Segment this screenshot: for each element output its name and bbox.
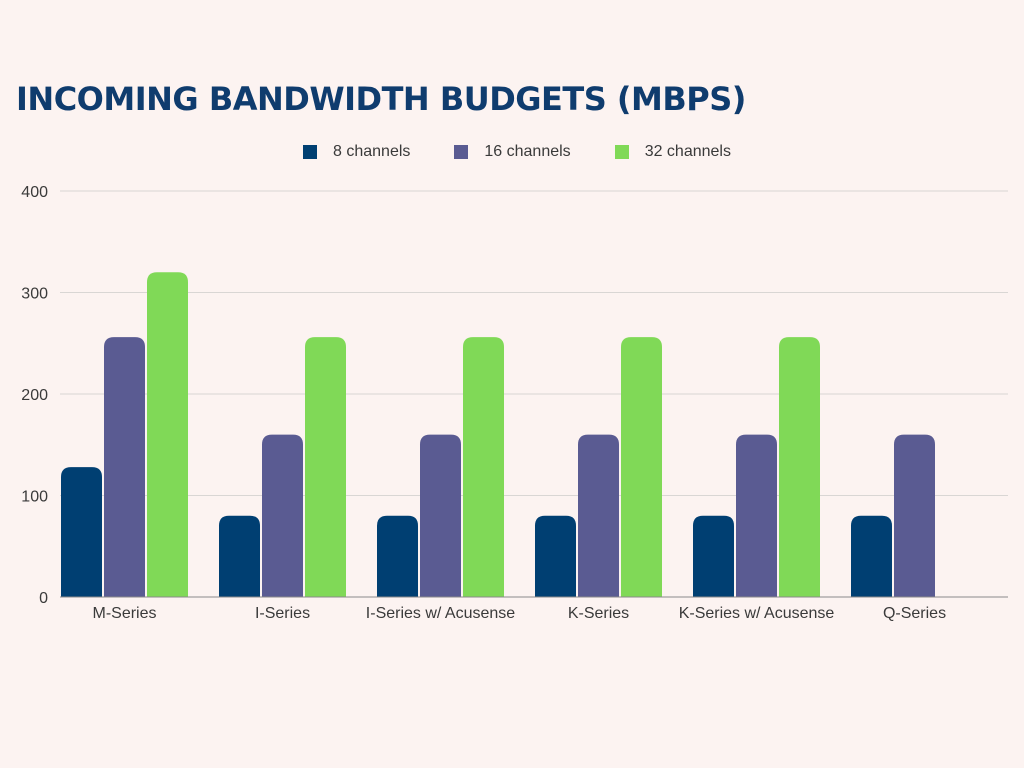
legend-swatch-32-channels: [614, 145, 629, 159]
legend-label-32-channels: 32 channels: [644, 143, 731, 160]
bar-k-series-w-acusense-8-channels: [693, 515, 734, 597]
legend-swatch-16-channels: [454, 145, 469, 159]
bar-i-series-w-acusense-8-channels: [377, 515, 418, 597]
bar-m-series-32-channels: [147, 272, 188, 597]
legend-item-8-channels: 8 channels: [303, 143, 410, 161]
bar-i-series-w-acusense-32-channels: [463, 337, 504, 597]
bar-m-series-16-channels: [104, 337, 145, 597]
x-tick-label-q-series: Q-Series: [883, 605, 946, 622]
bar-i-series-w-acusense-16-channels: [420, 434, 461, 597]
y-tick-label-400: 400: [21, 184, 48, 201]
y-tick-label-0: 0: [39, 590, 48, 607]
x-tick-label-m-series: M-Series: [92, 605, 156, 622]
bar-k-series-8-channels: [535, 515, 576, 597]
bars: [61, 272, 935, 597]
axes: 0 100 200 300 400 M-Series I-Series I-Series w/…: [21, 184, 1008, 622]
bar-i-series-32-channels: [305, 337, 346, 597]
y-tick-label-300: 300: [21, 286, 48, 303]
chart-title: INCOMING BANDWIDTH BUDGETS (MBPS): [16, 80, 746, 118]
chart-legend: 8 channels 16 channels 32 channels: [0, 143, 1024, 161]
legend-label-8-channels: 8 channels: [333, 143, 411, 160]
x-tick-label-i-series-w-acusense: I-Series w/ Acusense: [366, 605, 516, 622]
bar-k-series-w-acusense-32-channels: [779, 337, 820, 597]
bar-i-series-8-channels: [219, 515, 260, 597]
bar-m-series-8-channels: [61, 467, 102, 597]
legend-item-16-channels: 16 channels: [454, 143, 571, 161]
x-tick-label-i-series: I-Series: [255, 605, 310, 622]
x-tick-label-k-series: K-Series: [568, 605, 629, 622]
x-tick-label-k-series-w-acusense: K-Series w/ Acusense: [679, 605, 835, 622]
y-tick-label-100: 100: [21, 489, 48, 506]
legend-swatch-8-channels: [303, 145, 317, 159]
bar-q-series-16-channels: [894, 434, 935, 597]
legend-label-16-channels: 16 channels: [484, 143, 571, 160]
bar-q-series-8-channels: [851, 515, 892, 597]
bar-k-series-16-channels: [578, 434, 619, 597]
bar-i-series-16-channels: [262, 434, 303, 597]
legend-item-32-channels: 32 channels: [614, 143, 731, 161]
bar-k-series-w-acusense-16-channels: [736, 434, 777, 597]
y-tick-label-200: 200: [21, 387, 48, 404]
gridlines: [60, 190, 1008, 496]
bar-k-series-32-channels: [621, 337, 662, 597]
